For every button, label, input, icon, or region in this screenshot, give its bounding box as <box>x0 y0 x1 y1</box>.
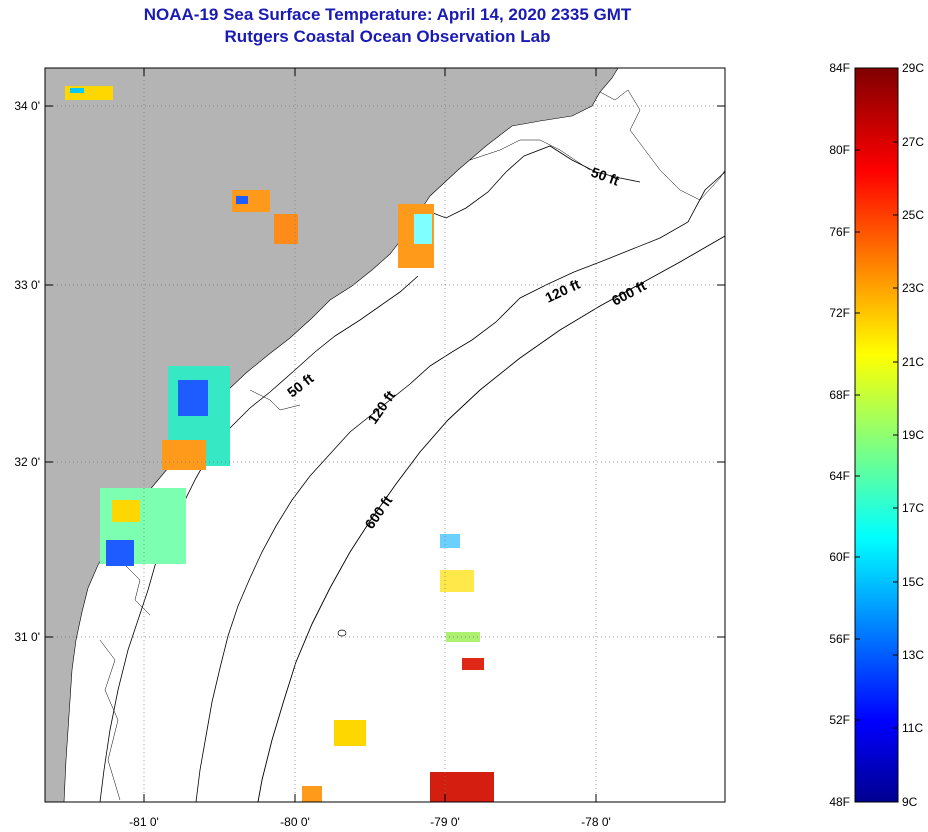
colorbar-c-label: 15C <box>902 575 924 589</box>
colorbar-f-label: 72F <box>829 306 850 320</box>
lat-label-33: 33 0' <box>14 278 40 292</box>
colorbar-f-label: 84F <box>829 61 850 75</box>
colorbar-f-label: 64F <box>829 469 850 483</box>
colorbar-c-label: 11C <box>902 721 923 735</box>
lon-label-81: -81 0' <box>129 815 159 829</box>
axis-ticks <box>45 68 725 802</box>
colorbar-f-label: 68F <box>829 388 850 402</box>
colorbar-c-label: 13C <box>902 648 924 662</box>
colorbar-c-label: 29C <box>902 61 924 75</box>
lat-label-31: 31 0' <box>14 630 40 644</box>
colorbar-c-label: 9C <box>902 795 918 809</box>
colorbar-f-label: 80F <box>829 143 850 157</box>
map-subtitle: Rutgers Coastal Ocean Observation Lab <box>224 27 551 46</box>
colorbar-c-label: 27C <box>902 135 924 149</box>
lat-label-32: 32 0' <box>14 455 40 469</box>
lon-label-80: -80 0' <box>280 815 310 829</box>
map-frame <box>44 67 726 803</box>
colorbar-f-label: 76F <box>829 225 850 239</box>
land-mass <box>45 68 619 802</box>
contour-600ft <box>257 235 725 802</box>
sst-patches <box>65 86 494 802</box>
colorbar-c-label: 23C <box>902 281 924 295</box>
colorbar-f-label: 52F <box>829 713 850 727</box>
colorbar-gradient <box>854 67 899 803</box>
colorbar-c-label: 19C <box>902 428 924 442</box>
colorbar: 84F 80F 76F 72F 68F 64F 60F 56F 52F 48F … <box>829 61 924 809</box>
contour-120ft <box>195 171 725 802</box>
coastal-lines <box>99 89 725 801</box>
grid-lines <box>45 68 725 802</box>
lon-label-79: -79 0' <box>430 815 460 829</box>
colorbar-c-label: 17C <box>902 501 924 515</box>
colorbar-f-label: 48F <box>829 795 850 809</box>
lat-label-34: 34 0' <box>14 99 40 113</box>
lon-label-78: -78 0' <box>581 815 611 829</box>
colorbar-c-label: 25C <box>902 208 924 222</box>
colorbar-f-label: 56F <box>829 632 850 646</box>
map-title: NOAA-19 Sea Surface Temperature: April 1… <box>143 5 632 24</box>
colorbar-f-label: 60F <box>829 550 850 564</box>
colorbar-c-label: 21C <box>902 355 924 369</box>
